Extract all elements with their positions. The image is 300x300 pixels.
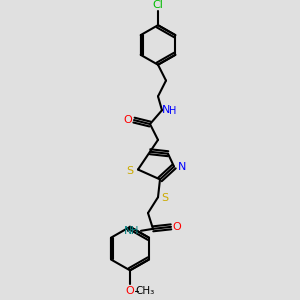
Text: Cl: Cl xyxy=(153,0,164,11)
Text: N: N xyxy=(178,162,186,172)
Text: O: O xyxy=(126,286,134,296)
Text: S: S xyxy=(161,193,169,203)
Text: N: N xyxy=(162,105,170,115)
Text: H: H xyxy=(169,106,177,116)
Text: CH₃: CH₃ xyxy=(135,286,154,296)
Text: O: O xyxy=(124,115,132,125)
Text: H: H xyxy=(131,226,139,236)
Text: O: O xyxy=(172,222,182,232)
Text: S: S xyxy=(126,167,134,176)
Text: N: N xyxy=(124,226,132,236)
